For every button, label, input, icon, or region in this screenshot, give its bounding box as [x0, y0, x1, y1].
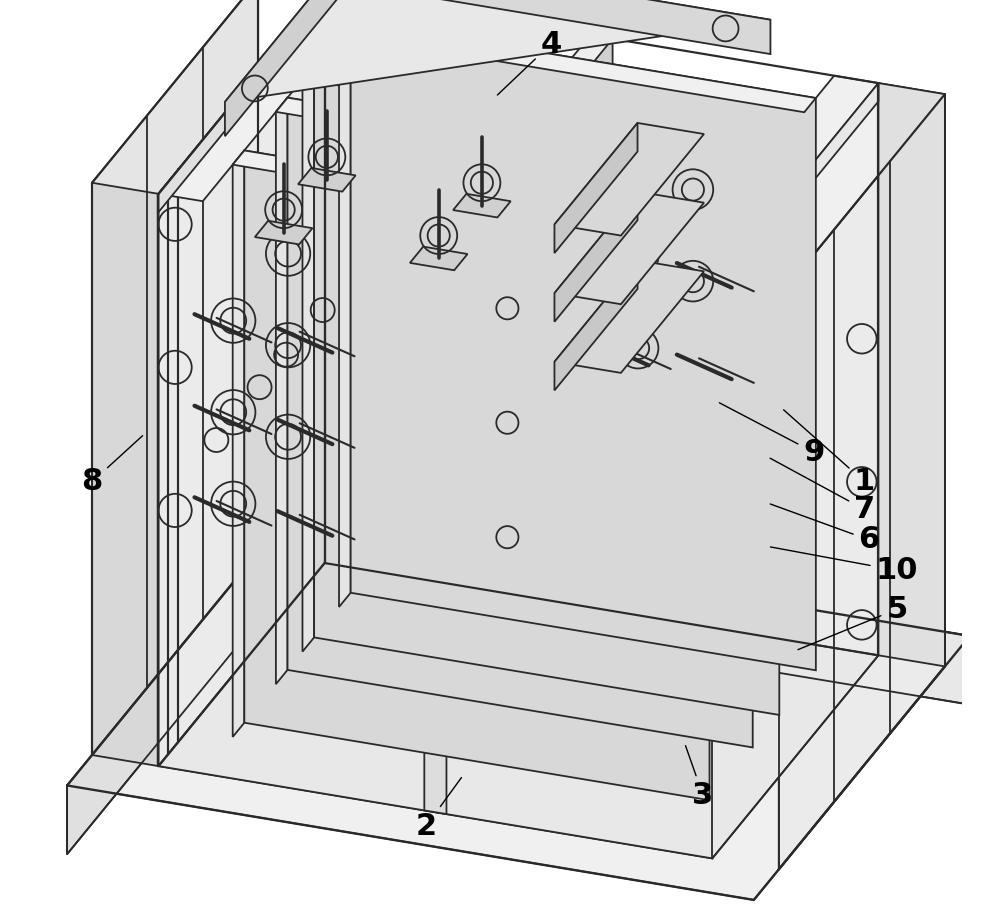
- Polygon shape: [712, 83, 945, 297]
- Polygon shape: [158, 194, 712, 858]
- Polygon shape: [410, 246, 468, 270]
- Polygon shape: [424, 238, 446, 814]
- Text: 1: 1: [784, 410, 875, 497]
- Text: 3: 3: [686, 746, 714, 810]
- Text: 7: 7: [770, 458, 875, 524]
- Polygon shape: [276, 98, 288, 684]
- Polygon shape: [302, 66, 314, 652]
- Polygon shape: [302, 66, 779, 157]
- Text: 8: 8: [81, 436, 143, 497]
- Polygon shape: [339, 20, 816, 113]
- Polygon shape: [288, 98, 753, 748]
- Text: 4: 4: [497, 30, 561, 95]
- Polygon shape: [158, 563, 878, 858]
- Polygon shape: [339, 20, 351, 607]
- Text: 5: 5: [798, 594, 908, 650]
- Polygon shape: [158, 0, 325, 212]
- Polygon shape: [554, 260, 638, 390]
- Polygon shape: [158, 177, 726, 286]
- Polygon shape: [255, 221, 312, 245]
- Polygon shape: [225, 0, 350, 137]
- Polygon shape: [233, 150, 244, 737]
- Polygon shape: [779, 94, 945, 869]
- Polygon shape: [712, 83, 878, 305]
- Polygon shape: [244, 150, 710, 800]
- Polygon shape: [554, 192, 638, 322]
- Polygon shape: [298, 168, 356, 192]
- Polygon shape: [668, 76, 878, 286]
- Polygon shape: [351, 20, 816, 670]
- Polygon shape: [590, 35, 613, 611]
- Text: 9: 9: [719, 402, 825, 467]
- Text: 6: 6: [770, 504, 880, 555]
- Polygon shape: [67, 521, 970, 900]
- Polygon shape: [453, 194, 511, 218]
- Polygon shape: [92, 183, 158, 766]
- Polygon shape: [350, 0, 770, 54]
- Polygon shape: [283, 521, 970, 704]
- Text: 2: 2: [416, 777, 461, 841]
- Text: 10: 10: [770, 547, 918, 585]
- Polygon shape: [158, 0, 369, 201]
- Polygon shape: [878, 83, 945, 666]
- Polygon shape: [233, 150, 710, 242]
- Polygon shape: [225, 0, 770, 102]
- Polygon shape: [554, 192, 704, 305]
- Polygon shape: [276, 98, 753, 189]
- Polygon shape: [554, 123, 638, 253]
- Polygon shape: [554, 260, 704, 373]
- Polygon shape: [314, 66, 779, 715]
- Polygon shape: [92, 0, 258, 755]
- Polygon shape: [67, 521, 283, 854]
- Polygon shape: [158, 0, 325, 766]
- Polygon shape: [424, 35, 613, 242]
- Polygon shape: [554, 123, 704, 235]
